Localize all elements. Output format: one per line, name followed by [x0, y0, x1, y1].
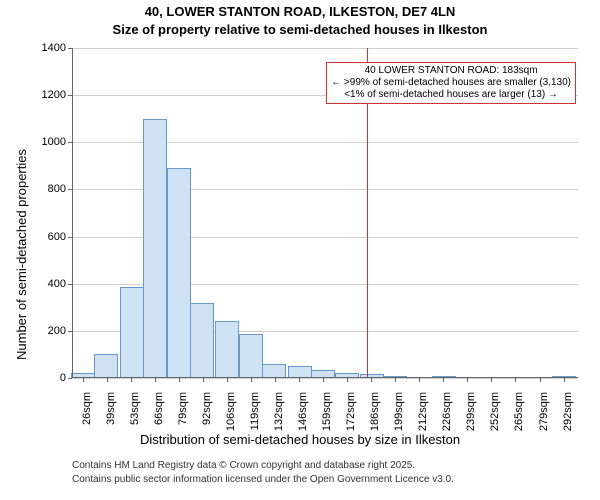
footer-line-2: Contains public sector information licen…: [72, 474, 454, 485]
x-tick-label: 53sqm: [129, 392, 141, 440]
histogram-bar: [262, 364, 286, 378]
annotation-box: 40 LOWER STANTON ROAD: 183sqm← >99% of s…: [326, 62, 576, 104]
gridline: [72, 378, 578, 379]
y-axis-label: Number of semi-detached properties: [14, 149, 29, 360]
x-tick-label: 66sqm: [153, 392, 165, 440]
footer-line-1: Contains HM Land Registry data © Crown c…: [72, 460, 415, 471]
chart-subtitle: Size of property relative to semi-detach…: [0, 22, 600, 37]
x-tick-label: 186sqm: [369, 392, 381, 440]
annotation-text: 40 LOWER STANTON ROAD: 183sqm: [331, 65, 571, 77]
histogram-bar: [190, 303, 214, 378]
x-tick-label: 39sqm: [105, 392, 117, 440]
x-tick-label: 172sqm: [345, 392, 357, 440]
x-tick-label: 106sqm: [225, 392, 237, 440]
x-tick-label: 79sqm: [177, 392, 189, 440]
y-tick-label: 600: [48, 231, 66, 243]
histogram-bar: [167, 168, 191, 378]
x-tick-label: 292sqm: [562, 392, 574, 440]
x-tick-label: 26sqm: [81, 392, 93, 440]
x-tick-label: 252sqm: [489, 392, 501, 440]
x-tick-label: 226sqm: [441, 392, 453, 440]
histogram-bar: [143, 119, 167, 378]
y-tick-label: 0: [60, 372, 66, 384]
chart-title: 40, LOWER STANTON ROAD, ILKESTON, DE7 4L…: [0, 4, 600, 19]
y-tick-label: 1200: [42, 89, 66, 101]
annotation-text: ← >99% of semi-detached houses are small…: [331, 77, 571, 89]
plot-area: 020040060080010001200140026sqm39sqm53sqm…: [72, 48, 578, 378]
x-tick-label: 146sqm: [297, 392, 309, 440]
annotation-text: <1% of semi-detached houses are larger (…: [331, 89, 571, 101]
x-tick-label: 132sqm: [273, 392, 285, 440]
x-tick-label: 92sqm: [201, 392, 213, 440]
y-tick-label: 200: [48, 325, 66, 337]
x-tick-label: 265sqm: [513, 392, 525, 440]
x-tick-label: 239sqm: [465, 392, 477, 440]
y-tick-label: 1400: [42, 42, 66, 54]
histogram-bar: [239, 334, 263, 378]
y-tick-label: 800: [48, 183, 66, 195]
histogram-bar: [120, 287, 144, 378]
gridline: [72, 48, 578, 49]
x-tick-label: 119sqm: [249, 392, 261, 440]
histogram-bar: [94, 354, 118, 378]
x-tick-label: 212sqm: [417, 392, 429, 440]
x-tick-label: 279sqm: [538, 392, 550, 440]
x-tick-label: 199sqm: [393, 392, 405, 440]
histogram-bar: [215, 321, 239, 378]
y-tick-label: 400: [48, 278, 66, 290]
x-tick-label: 159sqm: [321, 392, 333, 440]
y-tick-label: 1000: [42, 136, 66, 148]
chart-container: 40, LOWER STANTON ROAD, ILKESTON, DE7 4L…: [0, 0, 600, 500]
